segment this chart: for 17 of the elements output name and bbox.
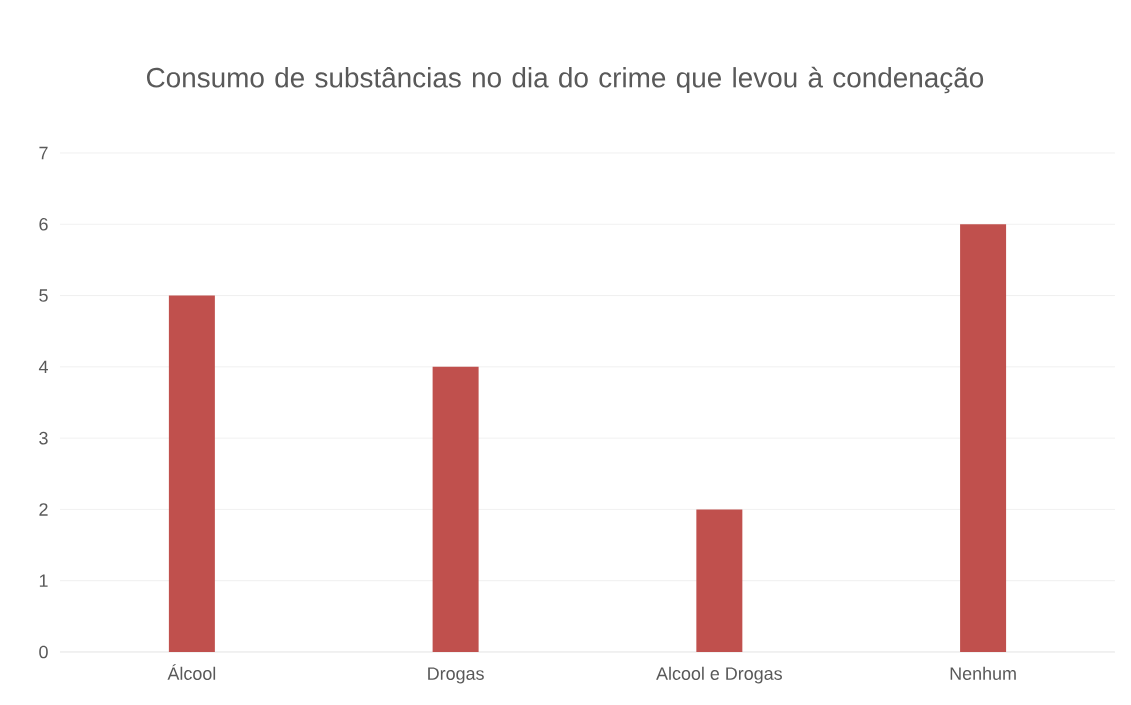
chart-title: Consumo de substâncias no dia do crime que levou à condenação xyxy=(146,66,984,94)
y-tick-label: 5 xyxy=(39,289,48,302)
bar xyxy=(960,224,1007,652)
y-tick-label: 3 xyxy=(39,431,48,445)
x-tick-label: Nenhum xyxy=(950,666,1016,680)
y-tick-label: 7 xyxy=(39,146,48,160)
y-tick-label: 4 xyxy=(38,360,48,374)
y-tick-label: 2 xyxy=(39,503,48,516)
bar xyxy=(432,366,479,652)
bar xyxy=(168,295,215,652)
x-tick-label: Drogas xyxy=(428,667,484,684)
y-tick-label: 6 xyxy=(39,217,48,231)
bar xyxy=(696,509,743,652)
y-tick-label: 1 xyxy=(39,574,48,587)
x-tick-label: Álcool xyxy=(167,664,216,680)
y-tick-label: 0 xyxy=(39,645,48,659)
x-tick-label: Alcool e Drogas xyxy=(656,666,782,684)
